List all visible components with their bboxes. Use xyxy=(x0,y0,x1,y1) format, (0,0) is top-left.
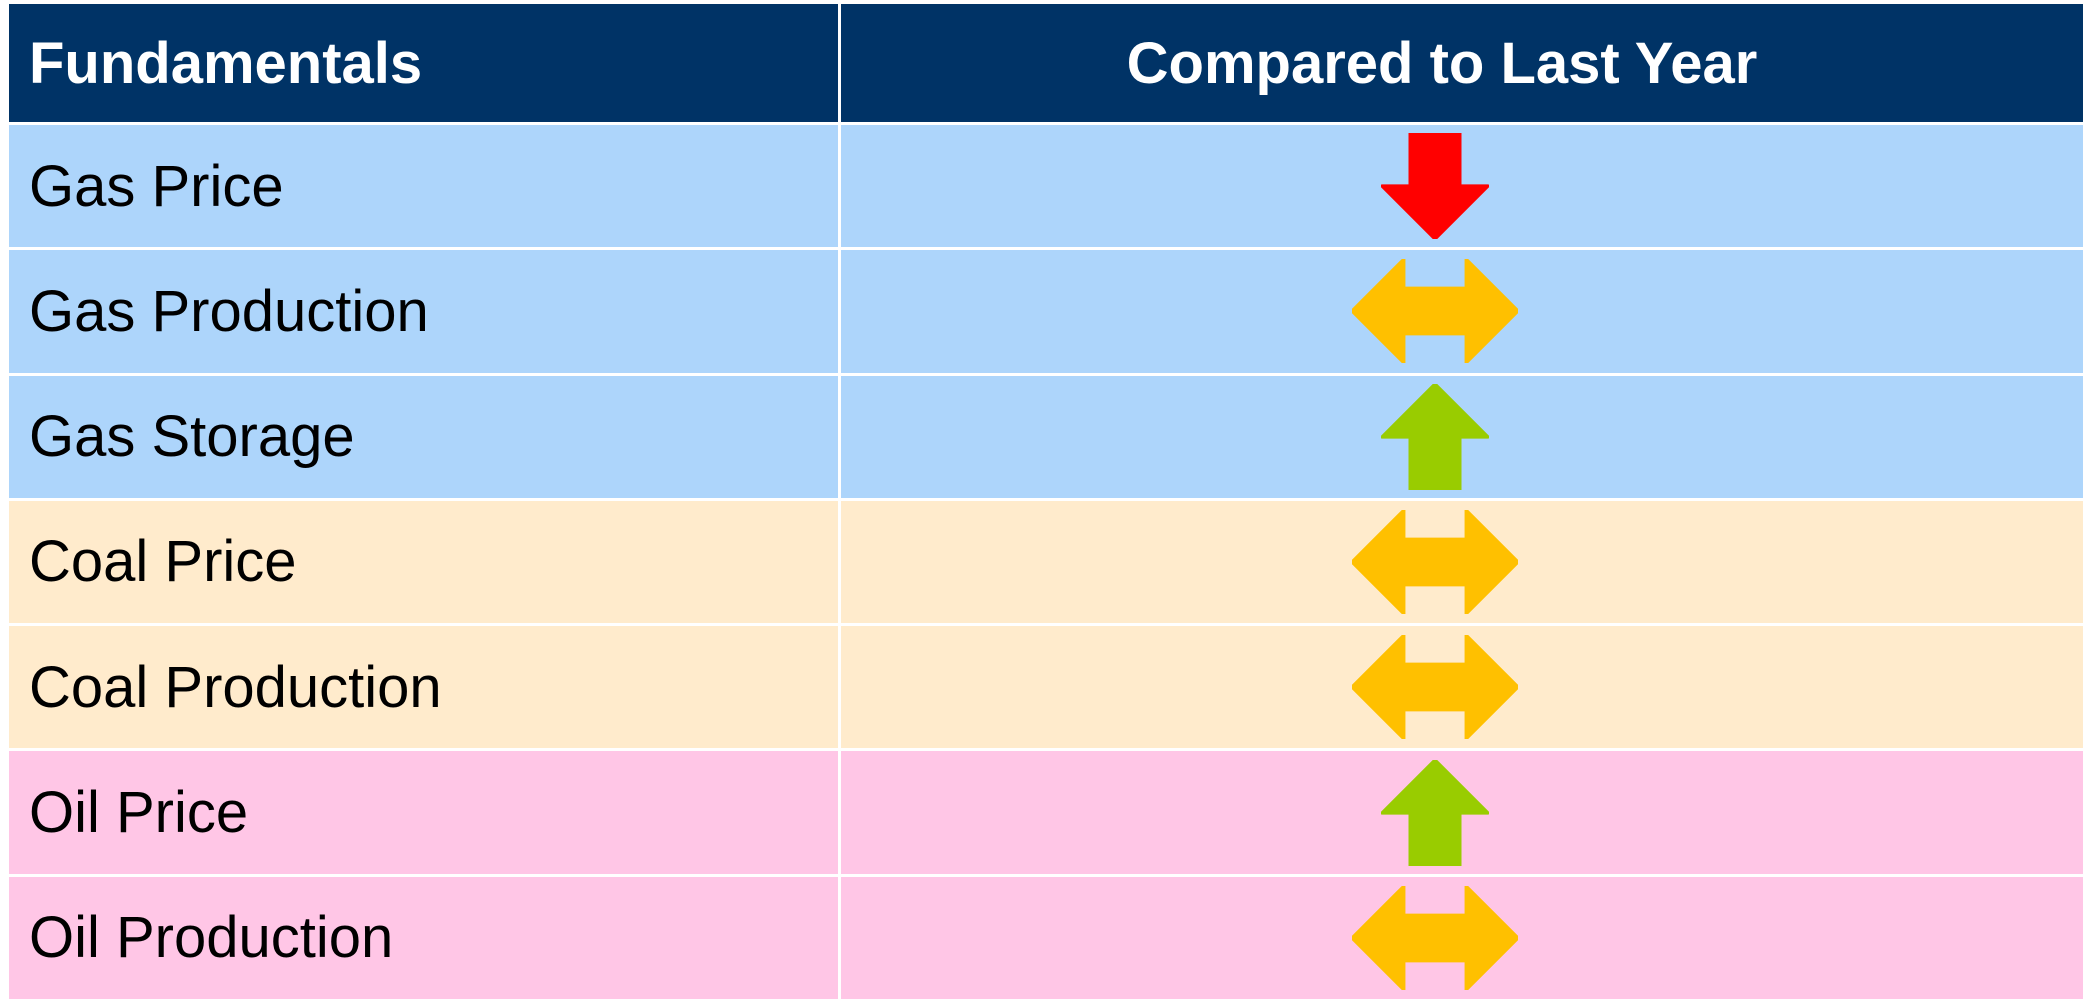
up-arrow xyxy=(1380,759,1489,866)
row-label: Oil Production xyxy=(9,876,838,999)
row-label: Gas Production xyxy=(9,250,838,373)
up-arrow xyxy=(1380,383,1489,490)
trend-cell xyxy=(841,125,2083,248)
trend-cell xyxy=(841,751,2083,874)
sideways-arrow xyxy=(1351,885,1518,990)
sideways-arrow xyxy=(1351,635,1518,740)
trend-cell xyxy=(841,375,2083,498)
header-cell: Compared to Last Year xyxy=(841,4,2083,122)
trend-cell xyxy=(841,876,2083,999)
fundamentals-table: Fundamentals Compared to Last Year Gas P… xyxy=(9,4,2083,999)
sideways-arrow xyxy=(1351,259,1518,364)
trend-cell xyxy=(841,626,2083,749)
row-label: Oil Price xyxy=(9,751,838,874)
row-label: Coal Price xyxy=(9,500,838,624)
row-label: Gas Price xyxy=(9,125,838,248)
down-arrow xyxy=(1380,133,1489,240)
trend-cell xyxy=(841,250,2083,373)
row-label: Coal Production xyxy=(9,626,838,749)
sideways-arrow xyxy=(1351,509,1518,614)
row-label: Gas Storage xyxy=(9,375,838,498)
trend-cell xyxy=(841,500,2083,624)
header-cell: Fundamentals xyxy=(9,4,838,122)
